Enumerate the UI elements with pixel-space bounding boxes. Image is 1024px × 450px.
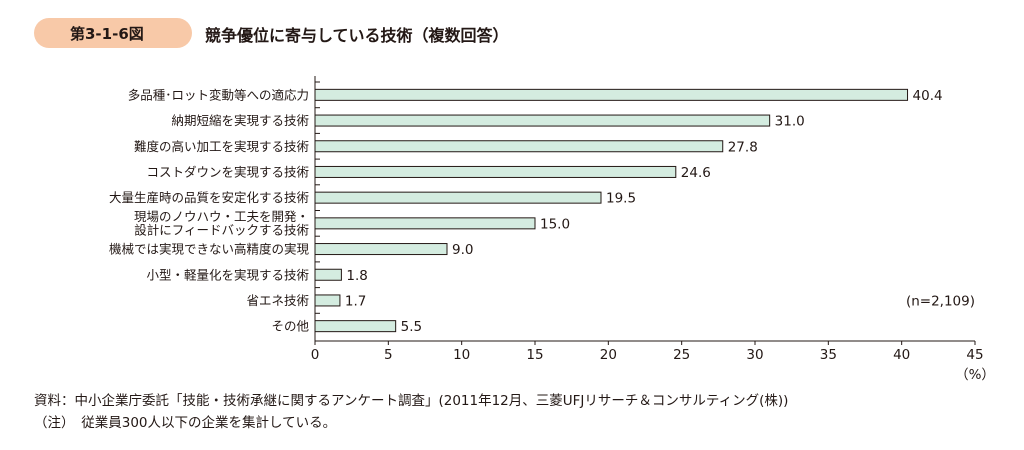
source-note: 資料：中小企業庁委託「技能・技術承継に関するアンケート調査」(2011年12月、… — [34, 393, 789, 409]
bar — [314, 114, 771, 127]
figure-title: 競争優位に寄与している技術（複数回答） — [205, 26, 509, 45]
category-label: 大量生産時の品質を安定化する技術 — [109, 190, 309, 205]
bar — [314, 268, 342, 281]
x-tick-label: 15 — [526, 347, 543, 363]
value-label: 19.5 — [606, 191, 636, 207]
x-tick-label: 25 — [673, 347, 690, 363]
category-label: 機械では実現できない高精度の実現 — [109, 242, 310, 257]
value-label: 1.7 — [345, 293, 366, 309]
figure-notes: 資料：中小企業庁委託「技能・技術承継に関するアンケート調査」(2011年12月、… — [34, 390, 788, 434]
x-tick-label: 35 — [820, 347, 837, 363]
bar — [314, 294, 341, 307]
bar — [314, 243, 448, 256]
category-label: 設計にフィードバックする技術 — [134, 222, 309, 237]
x-tick-label: 5 — [384, 347, 393, 363]
category-label: 小型・軽量化を実現する技術 — [146, 267, 309, 282]
bar — [314, 140, 724, 153]
bar — [314, 320, 397, 333]
value-label: 5.5 — [401, 319, 422, 335]
x-tick-label: 0 — [311, 347, 320, 363]
x-unit-label: （%） — [955, 367, 995, 383]
x-tick-label: 20 — [600, 347, 617, 363]
bar — [314, 88, 909, 101]
value-label: 15.0 — [540, 216, 570, 232]
figure-number-tab: 第3-1-6図 — [34, 18, 192, 48]
value-label: 1.8 — [346, 268, 367, 284]
bar — [314, 191, 602, 204]
bar — [314, 165, 677, 178]
category-label: 納期短縮を実現する技術 — [171, 113, 309, 128]
category-label: コストダウンを実現する技術 — [146, 164, 309, 179]
figure-header: 第3-1-6図 競争優位に寄与している技術（複数回答） — [0, 0, 1024, 60]
bar-chart: 40.4 多品種･ロット変動等への適応力 31.0 納期短縮を実現する技術 27.8 難度… — [109, 76, 995, 383]
x-tick-label: 30 — [746, 347, 763, 363]
value-label: 24.6 — [681, 165, 711, 181]
category-label: 省エネ技術 — [246, 293, 309, 308]
category-label: その他 — [271, 319, 309, 334]
figure-number: 第3-1-6図 — [70, 25, 144, 43]
category-label: 現場のノウハウ・工夫を開発・ — [134, 209, 309, 224]
x-tick-label: 45 — [966, 347, 983, 363]
x-tick-label: 40 — [893, 347, 910, 363]
value-label: 40.4 — [913, 88, 943, 104]
bar — [314, 217, 536, 230]
footnote: （注） 従業員300人以下の企業を集計している。 — [34, 415, 337, 431]
category-label: 難度の高い加工を実現する技術 — [134, 139, 309, 154]
value-label: 27.8 — [728, 139, 758, 155]
x-tick-label: 10 — [453, 347, 470, 363]
value-label: 31.0 — [775, 114, 805, 130]
sample-size-annotation: (n=2,109) — [906, 293, 975, 309]
category-label: 多品種･ロット変動等への適応力 — [128, 87, 309, 102]
value-label: 9.0 — [452, 242, 473, 258]
